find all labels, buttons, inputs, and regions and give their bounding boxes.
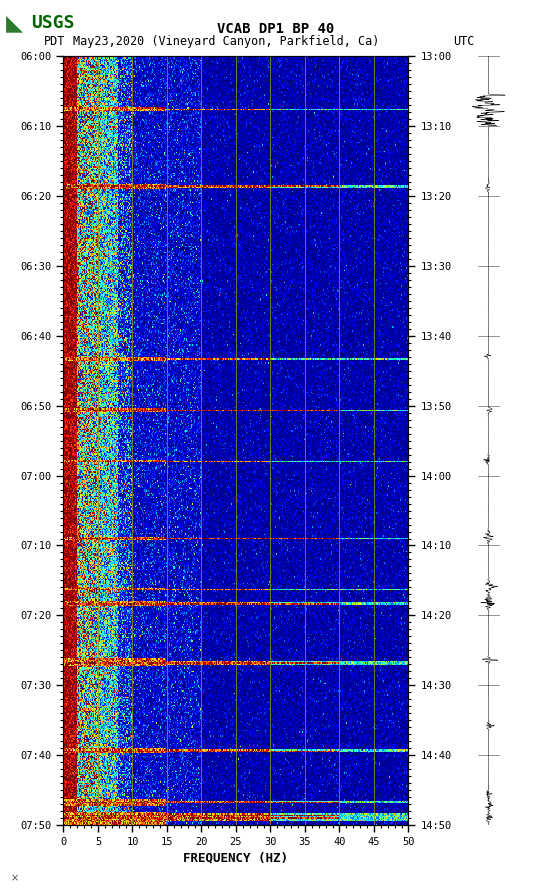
Text: ◣: ◣	[6, 13, 23, 33]
Text: USGS: USGS	[31, 14, 74, 32]
X-axis label: FREQUENCY (HZ): FREQUENCY (HZ)	[183, 851, 289, 864]
Text: PDT: PDT	[44, 35, 66, 47]
Text: ×: ×	[11, 873, 19, 883]
Text: May23,2020 (Vineyard Canyon, Parkfield, Ca): May23,2020 (Vineyard Canyon, Parkfield, …	[73, 35, 380, 47]
Text: UTC: UTC	[453, 35, 474, 47]
Text: VCAB DP1 BP 40: VCAB DP1 BP 40	[217, 22, 335, 37]
